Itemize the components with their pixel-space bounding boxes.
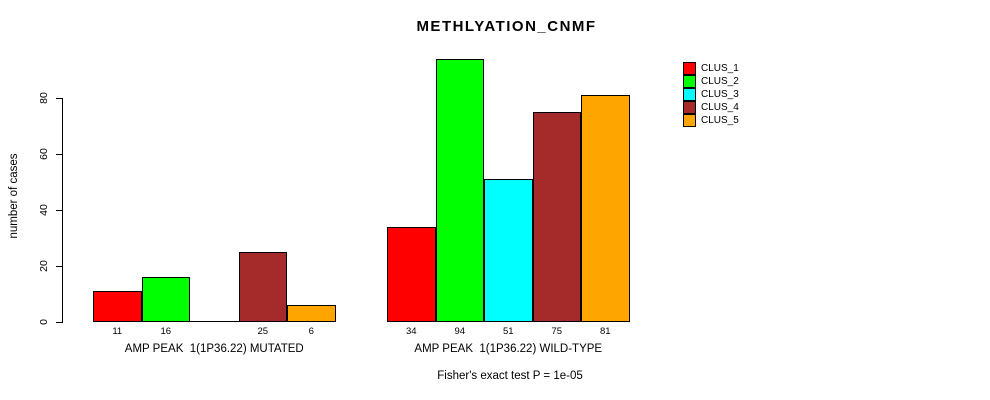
y-tick-mark (56, 98, 62, 99)
legend-label: CLUS_3 (701, 89, 739, 100)
bar-clus_1-group2 (387, 226, 436, 322)
legend-item-clus_4: CLUS_4 (683, 101, 739, 114)
bar-clus_1-group1 (93, 291, 142, 322)
y-tick-label: 80 (38, 92, 50, 104)
bar-clus_3-group2 (484, 179, 533, 322)
y-tick-mark (56, 266, 62, 267)
legend: CLUS_1 CLUS_2 CLUS_3 CLUS_4 CLUS_5 (683, 62, 739, 127)
bar-value-label: 94 (454, 326, 466, 337)
y-tick-label: 20 (38, 260, 50, 272)
y-tick-label: 60 (38, 148, 50, 160)
chart-title: METHLYATION_CNMF (416, 18, 597, 35)
legend-label: CLUS_1 (701, 63, 739, 74)
group-label: AMP PEAK 1(1P36.22) WILD-TYPE (414, 343, 603, 355)
bar-value-label: 51 (502, 326, 514, 337)
bar-clus_2-group2 (435, 58, 484, 322)
legend-label: CLUS_2 (701, 76, 739, 87)
y-tick-mark (56, 154, 62, 155)
group-label: AMP PEAK 1(1P36.22) MUTATED (124, 343, 304, 355)
bar-value-label: 6 (308, 326, 314, 337)
y-tick-label: 0 (38, 319, 50, 325)
legend-label: CLUS_4 (701, 102, 739, 113)
bar-value-label: 16 (160, 326, 172, 337)
bar-clus_3-group1-zero (190, 321, 239, 322)
legend-label: CLUS_5 (701, 115, 739, 126)
bar-clus_5-group1 (287, 305, 336, 322)
bar-value-label: 75 (551, 326, 563, 337)
bar-value-label: 81 (599, 326, 611, 337)
legend-item-clus_3: CLUS_3 (683, 88, 739, 101)
fisher-test-note: Fisher's exact test P = 1e-05 (437, 370, 583, 382)
legend-swatch-icon (683, 75, 696, 88)
y-tick-mark (56, 322, 62, 323)
bar-value-label: 34 (405, 326, 417, 337)
legend-swatch-icon (683, 101, 696, 114)
y-tick-mark (56, 210, 62, 211)
y-tick-label: 40 (38, 204, 50, 216)
bar-value-label: 11 (112, 326, 123, 337)
bar-clus_4-group2 (532, 112, 581, 322)
bar-clus_5-group2 (581, 95, 630, 322)
legend-item-clus_1: CLUS_1 (683, 62, 739, 75)
legend-item-clus_2: CLUS_2 (683, 75, 739, 88)
y-axis-line (62, 98, 63, 323)
bar-clus_2-group1 (141, 277, 190, 322)
legend-item-clus_5: CLUS_5 (683, 114, 739, 127)
bar-clus_4-group1 (238, 252, 287, 322)
legend-swatch-icon (683, 88, 696, 101)
bar-value-label: 25 (257, 326, 269, 337)
y-axis-label: number of cases (8, 153, 20, 239)
legend-swatch-icon (683, 62, 696, 75)
legend-swatch-icon (683, 114, 696, 127)
